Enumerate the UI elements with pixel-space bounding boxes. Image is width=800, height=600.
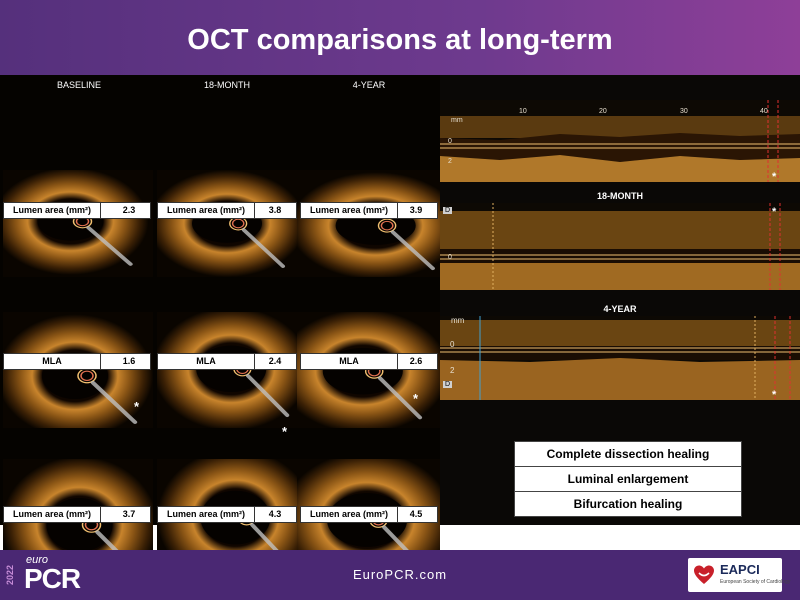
footer-bar bbox=[0, 550, 800, 600]
depth-label: 0 bbox=[448, 254, 452, 261]
column-label-baseline: BASELINE bbox=[56, 80, 102, 90]
longitudinal-view-18-month bbox=[440, 203, 800, 290]
asterisk-marker: * bbox=[282, 424, 288, 439]
cross-section-panel bbox=[0, 75, 440, 525]
axis-tick: 30 bbox=[680, 108, 688, 115]
measurement-row1-baseline: Lumen area (mm²) 2.3 bbox=[3, 202, 151, 219]
europcr-logo: PCR bbox=[24, 563, 81, 594]
axis-tick: 40 bbox=[760, 108, 768, 115]
depth-label: 0 bbox=[448, 138, 452, 145]
distal-marker: D bbox=[443, 207, 453, 214]
heart-icon bbox=[694, 565, 714, 584]
oct-cross-section-row1-baseline bbox=[3, 170, 153, 277]
asterisk-marker: * bbox=[134, 399, 140, 414]
measurement-row2-baseline: MLA 1.6 bbox=[3, 353, 151, 370]
finding-item: Luminal enlargement bbox=[515, 467, 741, 492]
oct-cross-section-row2-4-year bbox=[297, 312, 440, 428]
findings-box: Complete dissection healing Luminal enla… bbox=[514, 441, 742, 517]
oct-cross-section-row1-4-year bbox=[297, 170, 440, 277]
axis-tick: 20 bbox=[599, 108, 607, 115]
europcr-logo-year: 2022 bbox=[5, 564, 15, 586]
measurement-row1-18-month: Lumen area (mm²) 3.8 bbox=[157, 202, 297, 219]
depth-label: 0 bbox=[450, 340, 455, 349]
measurement-row2-18-month: MLA 2.4 bbox=[157, 353, 297, 370]
longitudinal-label-18-month: 18-MONTH bbox=[596, 191, 643, 201]
oct-cross-section-row1-18-month bbox=[157, 170, 297, 277]
axis-tick: 10 bbox=[519, 108, 527, 115]
measurement-row3-18-month: Lumen area (mm²) 4.3 bbox=[157, 506, 297, 523]
eapci-logo: EAPCI European Society of Cardiology bbox=[688, 558, 790, 592]
finding-item: Complete dissection healing bbox=[515, 442, 741, 467]
footer-url: EuroPCR.com bbox=[352, 567, 448, 582]
oct-cross-section-row2-18-month bbox=[157, 312, 297, 428]
slide-title: OCT comparisons at long-term bbox=[187, 24, 613, 56]
axis-unit: mm bbox=[451, 316, 465, 325]
depth-label: 2 bbox=[448, 158, 452, 165]
europcr-logo-euro: euro bbox=[26, 554, 49, 566]
asterisk-marker: * bbox=[413, 391, 419, 406]
header-bar bbox=[0, 0, 800, 75]
eapci-name: EAPCI bbox=[720, 562, 760, 577]
column-label-4-year: 4-YEAR bbox=[352, 80, 386, 90]
longitudinal-label-4-year: 4-YEAR bbox=[603, 304, 637, 314]
longitudinal-view-baseline bbox=[440, 100, 800, 182]
measurement-row1-4-year: Lumen area (mm²) 3.9 bbox=[300, 202, 438, 219]
measurement-row3-4-year: Lumen area (mm²) 4.5 bbox=[300, 506, 438, 523]
longitudinal-view-4-year bbox=[440, 316, 800, 400]
asterisk-marker: * bbox=[772, 389, 777, 401]
distal-marker: D bbox=[443, 381, 453, 388]
measurement-row3-baseline: Lumen area (mm²) 3.7 bbox=[3, 506, 151, 523]
finding-item: Bifurcation healing bbox=[573, 497, 683, 511]
eapci-subtitle: European Society of Cardiology bbox=[720, 579, 791, 585]
asterisk-marker: * bbox=[772, 171, 777, 183]
column-label-18-month: 18-MONTH bbox=[203, 80, 250, 90]
oct-cross-section-row2-baseline bbox=[3, 312, 153, 428]
depth-label: 2 bbox=[450, 366, 455, 375]
measurement-row2-4-year: MLA 2.6 bbox=[300, 353, 438, 370]
asterisk-marker: * bbox=[772, 206, 777, 218]
axis-unit: mm bbox=[451, 117, 463, 124]
